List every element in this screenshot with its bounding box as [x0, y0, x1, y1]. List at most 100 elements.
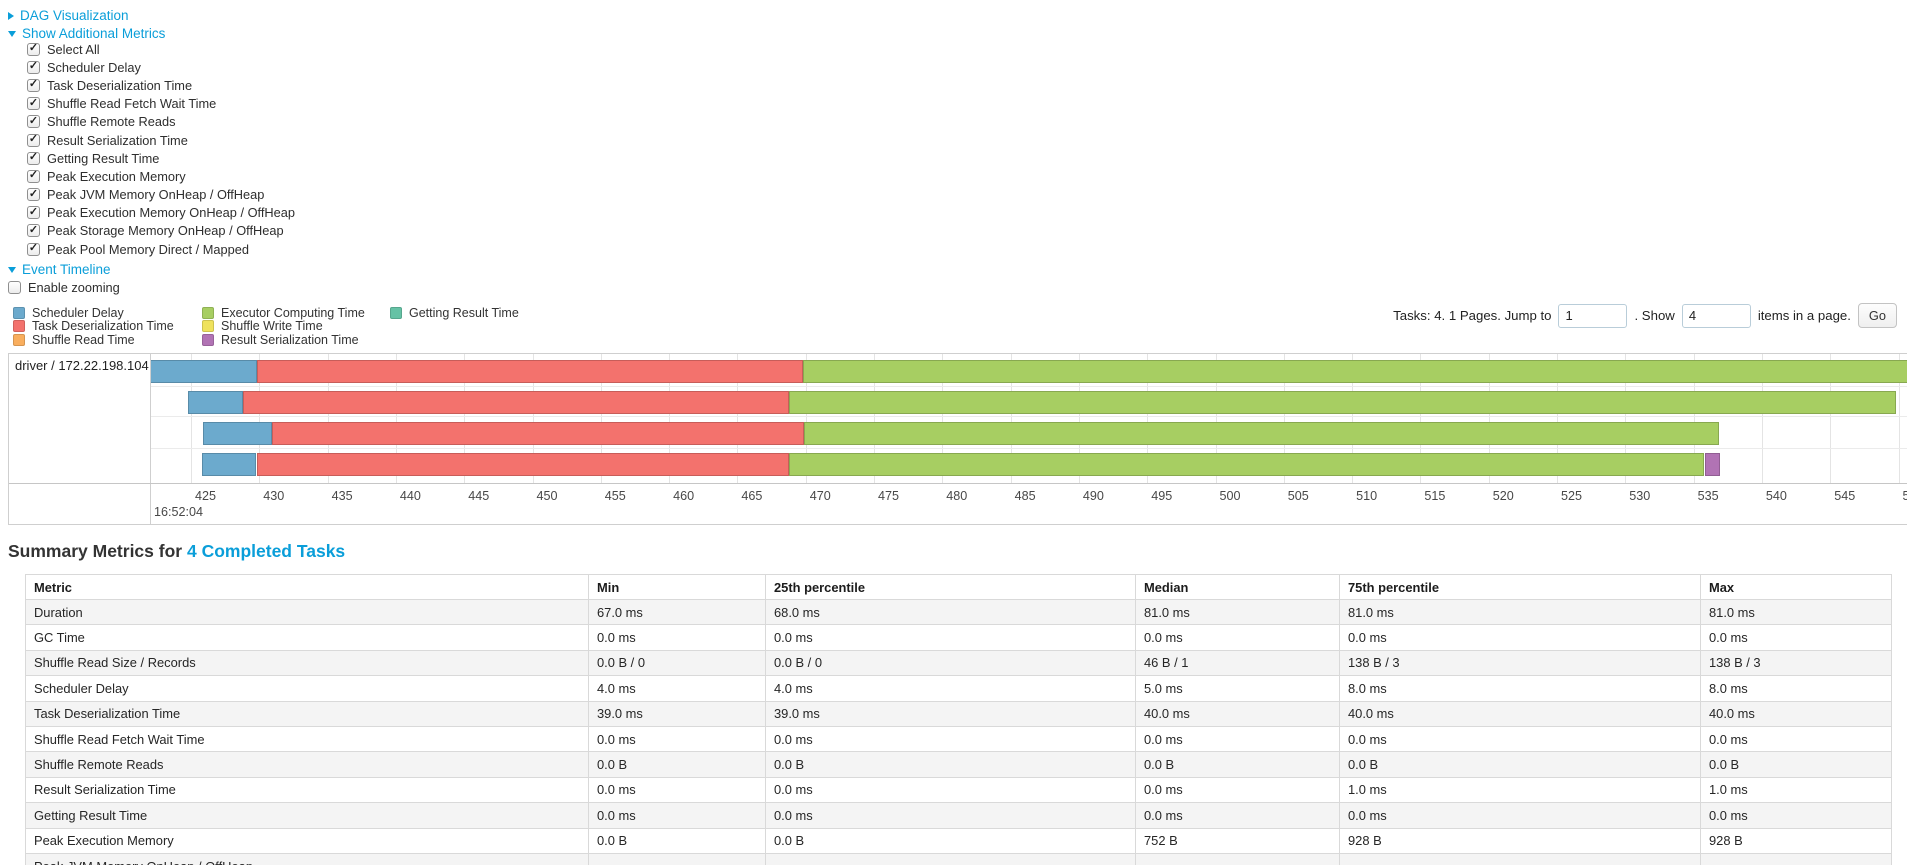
event-timeline-toggle[interactable]: Event Timeline — [8, 261, 111, 278]
metric-value-cell: 0.0 B — [588, 751, 766, 778]
metric-checkbox-row[interactable]: Getting Result Time — [27, 149, 295, 167]
metric-checkbox[interactable] — [27, 188, 40, 202]
metric-value-cell: 0.0 ms — [765, 802, 1136, 829]
go-button[interactable]: Go — [1857, 303, 1897, 328]
show-additional-metrics-toggle[interactable]: Show Additional Metrics — [8, 25, 165, 42]
metric-checkbox-row[interactable]: Result Serialization Time — [27, 131, 295, 149]
axis-tick-label: 440 — [399, 489, 421, 503]
metric-checkbox[interactable] — [27, 115, 40, 129]
metric-checkbox-row[interactable]: Shuffle Remote Reads — [27, 113, 295, 131]
metric-value-cell — [765, 852, 1136, 865]
metric-value-cell: 0.0 ms — [1700, 802, 1892, 829]
axis-gridline — [805, 354, 807, 483]
task-bar-task-deserialization[interactable] — [271, 422, 805, 445]
summary-metrics-table: Metric Min 25th percentile Median 75th perce… — [25, 574, 1892, 865]
metric-checkbox[interactable] — [27, 133, 40, 147]
metric-value-cell: 40.0 ms — [1700, 700, 1892, 727]
completed-tasks-link[interactable]: 4 Completed Tasks — [186, 541, 346, 561]
task-bar-executor-computing[interactable] — [803, 360, 1907, 383]
metric-checkbox-row[interactable]: Peak Execution Memory — [27, 167, 295, 185]
axis-tick-label: 465 — [741, 489, 763, 503]
metric-checkbox-label: Shuffle Remote Reads — [47, 114, 176, 130]
metric-checkbox[interactable] — [27, 151, 40, 165]
table-row: Shuffle Remote Reads 0.0 B 0.0 B 0.0 B 0.0 B… — [25, 751, 1892, 778]
task-bar-result-serialization[interactable] — [1704, 453, 1720, 476]
task-bar-executor-computing[interactable] — [804, 422, 1720, 445]
dag-visualization-toggle[interactable]: DAG Visualization — [8, 7, 129, 24]
metric-checkbox-label: Getting Result Time — [47, 150, 160, 166]
axis-tick-label: 500 — [1219, 489, 1241, 503]
metric-checkbox[interactable] — [27, 242, 40, 256]
timeline-canvas[interactable]: 16:52:04 425 430 435 440 445 450 455 460 465 470 4… — [151, 354, 1907, 524]
shuffle-write-swatch — [202, 320, 214, 333]
metric-value-cell: 81.0 ms — [1700, 598, 1892, 626]
event-timeline-label: Event Timeline — [22, 262, 111, 277]
metric-checkbox-row[interactable]: Peak Pool Memory Direct / Mapped — [27, 240, 295, 258]
table-row: Getting Result Time 0.0 ms 0.0 ms 0.0 ms 0.0… — [25, 802, 1892, 829]
table-row: GC Time 0.0 ms 0.0 ms 0.0 ms 0.0 ms 0.0 ms — [25, 624, 1892, 651]
axis-gridline — [942, 354, 944, 483]
axis-tick-label: 435 — [331, 489, 353, 503]
metric-value-cell: 0.0 ms — [588, 725, 766, 753]
axis-tick-label: 510 — [1356, 489, 1378, 503]
metric-checkbox-row[interactable]: Shuffle Read Fetch Wait Time — [27, 95, 295, 113]
metric-value-cell: 0.0 ms — [1700, 725, 1892, 753]
axis-tick-label: 550 — [1902, 489, 1907, 503]
metric-checkbox[interactable] — [27, 169, 40, 183]
task-pagination: Tasks: 4. 1 Pages. Jump to . Show items … — [1393, 303, 1897, 328]
legend-item: Result Serialization Time — [202, 333, 365, 347]
legend-item: Getting Result Time — [390, 306, 519, 320]
axis-tick-label: 515 — [1424, 489, 1446, 503]
axis-gridline — [1625, 354, 1627, 483]
axis-gridline — [1010, 354, 1012, 483]
row-separator — [151, 447, 1907, 449]
metric-value-cell: 0.0 ms — [1135, 776, 1340, 804]
items-per-page-input[interactable] — [1681, 303, 1751, 328]
legend-item-label: Shuffle Read Time — [32, 332, 135, 347]
jump-to-page-input[interactable] — [1558, 303, 1628, 328]
task-bar-scheduler-delay[interactable] — [151, 360, 257, 383]
table-row: Result Serialization Time 0.0 ms 0.0 ms 0.0… — [25, 776, 1892, 804]
metric-name-cell: Result Serialization Time — [25, 776, 589, 804]
metric-checkbox-row[interactable]: Task Deserialization Time — [27, 76, 295, 94]
metric-value-cell: 928 B — [1700, 827, 1892, 854]
metric-value-cell: 0.0 ms — [1135, 725, 1340, 753]
metric-checkbox-label: Peak Pool Memory Direct / Mapped — [47, 241, 249, 257]
metric-checkbox-row[interactable]: Scheduler Delay — [27, 58, 295, 76]
legend-column: Executor Computing Time Shuffle Write Tim… — [202, 306, 365, 347]
enable-zooming-checkbox[interactable] — [8, 281, 21, 294]
task-bar-task-deserialization[interactable] — [242, 391, 790, 414]
axis-gridline — [259, 354, 261, 483]
axis-tick-label: 520 — [1492, 489, 1514, 503]
axis-gridline — [1420, 354, 1422, 483]
task-bar-executor-computing[interactable] — [789, 453, 1705, 476]
row-separator — [151, 416, 1907, 417]
metric-checkbox-row[interactable]: Peak Storage Memory OnHeap / OffHeap — [27, 222, 295, 240]
metric-checkbox[interactable] — [27, 97, 40, 111]
metric-checkbox[interactable] — [27, 224, 40, 238]
metric-checkbox[interactable] — [27, 42, 40, 56]
task-bar-scheduler-delay[interactable] — [188, 391, 243, 414]
metric-value-cell: 0.0 ms — [1339, 802, 1701, 829]
metric-value-cell: 0.0 ms — [1339, 624, 1701, 651]
task-bar-task-deserialization[interactable] — [256, 360, 803, 383]
metric-name-cell: Shuffle Remote Reads — [25, 751, 589, 778]
task-bar-task-deserialization[interactable] — [256, 453, 790, 476]
task-bar-scheduler-delay[interactable] — [201, 453, 257, 476]
metric-value-cell: 1.0 ms — [1339, 776, 1701, 804]
legend-item-label: Getting Result Time — [409, 305, 519, 320]
task-bar-executor-computing[interactable] — [789, 391, 1896, 414]
metric-checkbox-row[interactable]: Peak JVM Memory OnHeap / OffHeap — [27, 186, 295, 204]
metric-checkbox[interactable] — [27, 78, 40, 92]
metric-value-cell: 0.0 ms — [1135, 802, 1340, 829]
legend-column: Getting Result Time — [390, 306, 519, 320]
task-bar-scheduler-delay[interactable] — [203, 422, 272, 445]
axis-tick-label: 505 — [1287, 489, 1309, 503]
table-header-row: Metric Min 25th percentile Median 75th perce… — [25, 574, 1892, 600]
metric-checkbox-row[interactable]: Select All — [27, 40, 295, 58]
metric-checkbox[interactable] — [27, 206, 40, 220]
metric-checkbox-row[interactable]: Peak Execution Memory OnHeap / OffHeap — [27, 204, 295, 222]
metric-checkbox[interactable] — [27, 60, 40, 74]
enable-zooming-checkbox-row[interactable]: Enable zooming — [8, 280, 120, 295]
metric-value-cell: 40.0 ms — [1135, 700, 1340, 727]
